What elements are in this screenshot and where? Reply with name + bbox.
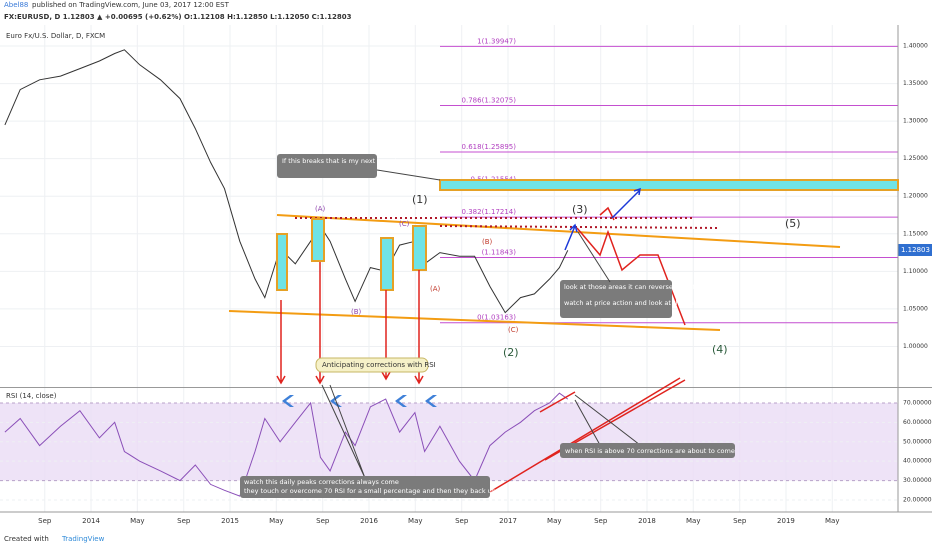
rsi-title: RSI (14, close): [6, 392, 57, 400]
trendline: [228, 310, 721, 331]
note-box: [315, 357, 429, 373]
y-tick-label: 60.00000: [903, 419, 932, 426]
fib-label: 1(1.39947): [477, 37, 516, 45]
series-line: [4, 392, 569, 497]
wave-label: (4): [712, 343, 728, 356]
y-tick-label: 1.00000: [903, 343, 928, 350]
x-tick-label: May: [408, 517, 422, 525]
pointer: [321, 384, 641, 479]
wave-label: (A): [315, 205, 326, 213]
x-tick-label: May: [130, 517, 144, 525]
pointer: [376, 169, 441, 181]
y-tick-label: 1.10000: [903, 268, 928, 275]
blue-arrows: [564, 187, 641, 251]
fib-label: 0.618(1.25895): [462, 143, 517, 151]
footer-text: Created with: [4, 535, 49, 543]
quote: FX:EURUSD, D 1.12803 ▲ +0.00695 (+0.62%)…: [4, 13, 352, 21]
wave-label: (B): [351, 308, 362, 316]
wave-label: (C): [399, 220, 410, 228]
x-tick-label: Sep: [455, 517, 469, 525]
chart-title: Euro Fx/U.S. Dollar, D, FXCM: [6, 32, 105, 40]
note: watch this daily peaks corrections alway…: [244, 478, 399, 486]
x-tick-label: 2017: [499, 517, 517, 525]
x-tick-label: 2018: [638, 517, 656, 525]
target-box: [439, 179, 899, 191]
note-box: [240, 476, 490, 498]
wave-label: (2): [503, 346, 519, 359]
x-tick-label: Sep: [316, 517, 330, 525]
note: they touch or overcome 70 RSI for a smal…: [244, 487, 498, 495]
box: [380, 237, 394, 291]
note-box: [560, 280, 672, 318]
wave-label: (C): [508, 326, 519, 334]
y-tick-label: 50.00000: [903, 438, 932, 445]
x-tick-label: Sep: [594, 517, 608, 525]
wave-label: (A): [430, 285, 441, 293]
x-tick-label: May: [825, 517, 839, 525]
box: [276, 233, 288, 291]
y-tick-label: 1.20000: [903, 193, 928, 200]
author[interactable]: Abel88: [4, 1, 28, 9]
x-tick-label: Sep: [733, 517, 747, 525]
x-tick-label: 2015: [221, 517, 239, 525]
trendline: [276, 214, 841, 248]
y-tick-label: 30.00000: [903, 477, 932, 484]
note-box: [277, 154, 377, 178]
wave-label: (3): [572, 203, 588, 216]
y-tick-label: 1.25000: [903, 155, 928, 162]
x-tick-label: 2016: [360, 517, 378, 525]
fib-label: (1.11843): [482, 248, 517, 256]
box: [311, 218, 325, 262]
x-tick-label: 2019: [777, 517, 795, 525]
y-tick-label: 1.40000: [903, 43, 928, 50]
x-tick-label: Sep: [177, 517, 191, 525]
fib-label: 0.382(1.17214): [462, 208, 517, 216]
chevrons: [282, 395, 437, 407]
wave-label: (1): [412, 193, 428, 206]
y-tick-label: 40.00000: [903, 458, 932, 465]
wave-label: (5): [785, 217, 801, 230]
footer-brand[interactable]: TradingView: [61, 535, 105, 543]
wave-label: (B): [482, 238, 493, 246]
x-tick-label: Sep: [38, 517, 52, 525]
y-tick-label: 1.15000: [903, 230, 928, 237]
published: published on TradingView.com, June 03, 2…: [32, 1, 230, 9]
price-tag: [898, 244, 932, 256]
note: watch at price action and look at the pa…: [564, 299, 710, 307]
fib-label: 0.786(1.32075): [462, 97, 517, 105]
y-tick-label: 20.00000: [903, 496, 932, 503]
pointer: [577, 231, 611, 283]
fib-label: 0(1.03163): [477, 314, 516, 322]
note-box: [560, 443, 735, 458]
note: Anticipating corrections with RSI: [322, 361, 436, 369]
y-tick-label: 1.05000: [903, 305, 928, 312]
x-tick-label: May: [547, 517, 561, 525]
dotted-line: [439, 225, 721, 229]
x-tick-label: May: [686, 517, 700, 525]
y-tick-label: 1.35000: [903, 80, 928, 87]
y-tick-label: 1.30000: [903, 118, 928, 125]
note: look at those areas it can reverse back …: [564, 283, 739, 291]
note: If this breaks that is my next target: [282, 157, 398, 165]
last-price: 1.12803: [901, 246, 930, 254]
x-tick-label: 2014: [82, 517, 100, 525]
note: when RSI is above 70 corrections are abo…: [565, 447, 735, 455]
series-line: [4, 49, 569, 314]
drawings: If this breaks that is my next target lo…: [228, 154, 899, 498]
x-tick-label: May: [269, 517, 283, 525]
box: [412, 225, 427, 271]
y-tick-label: 70.00000: [903, 399, 932, 406]
